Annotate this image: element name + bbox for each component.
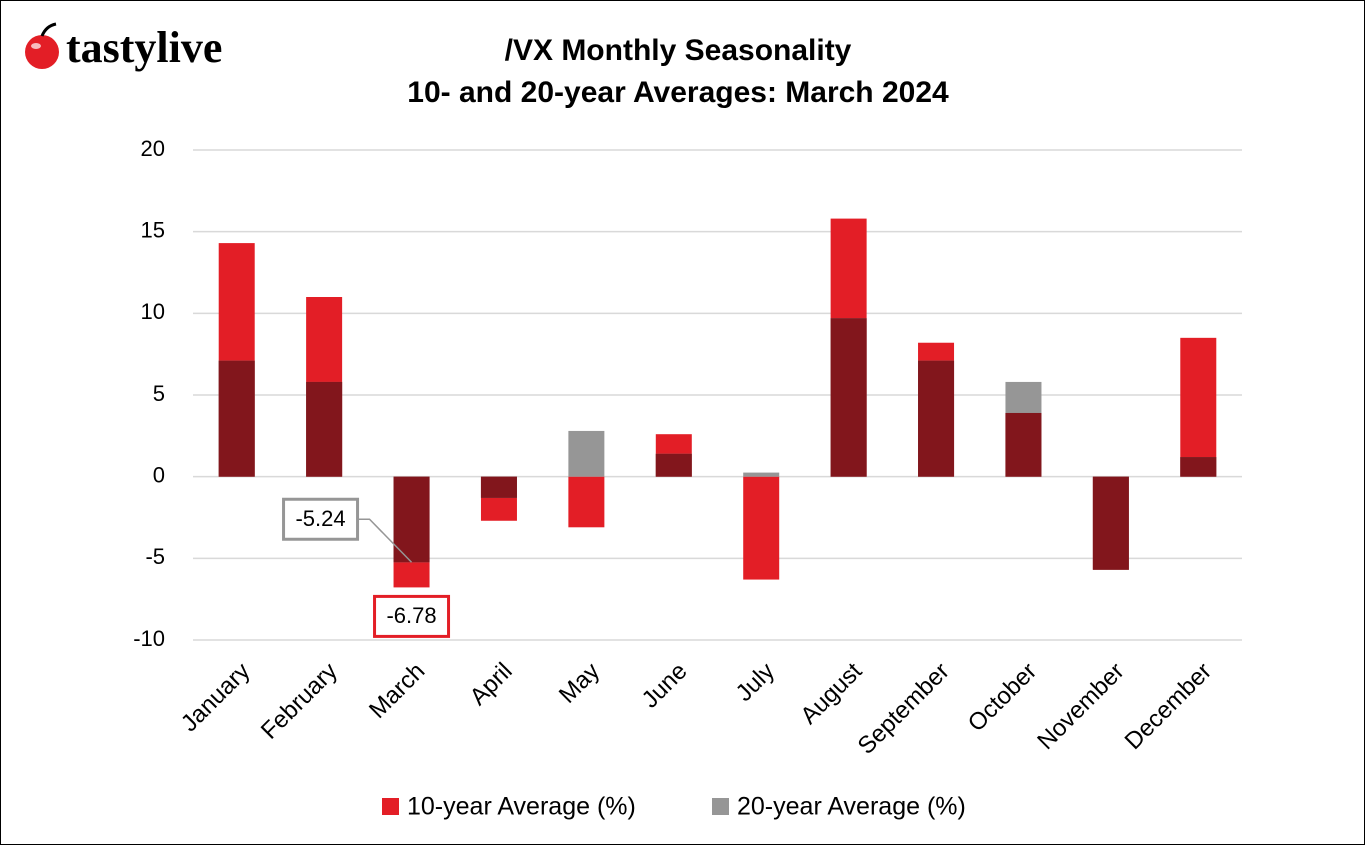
value-label-box bbox=[373, 594, 451, 638]
value-label: -6.78 bbox=[386, 603, 436, 628]
y-tick-label: 15 bbox=[141, 217, 165, 242]
bar-overlap bbox=[918, 360, 955, 477]
legend-swatch bbox=[712, 798, 729, 815]
callout-line bbox=[357, 518, 413, 563]
bar-10yr bbox=[568, 476, 605, 528]
bar-overlap bbox=[306, 381, 343, 477]
y-tick-label: -5 bbox=[145, 544, 165, 569]
legend-swatch bbox=[382, 798, 399, 815]
legend-label: 20-year Average (%) bbox=[737, 793, 966, 821]
bar-10yr bbox=[1180, 337, 1217, 477]
bar-overlap bbox=[830, 318, 867, 477]
legend-label: 10-year Average (%) bbox=[407, 793, 636, 821]
bar-20yr bbox=[568, 430, 605, 477]
y-tick-label: 0 bbox=[153, 462, 165, 487]
chart-title: /VX Monthly Seasonality bbox=[505, 34, 852, 67]
y-tick-label: -10 bbox=[133, 626, 165, 651]
y-tick-label: 20 bbox=[141, 136, 165, 161]
value-label-box bbox=[282, 497, 360, 541]
bar-10yr bbox=[743, 476, 780, 580]
bar-20yr bbox=[743, 472, 780, 477]
bar-overlap bbox=[393, 476, 430, 563]
logo-mark bbox=[25, 22, 59, 69]
bar-overlap bbox=[1005, 412, 1042, 477]
bar-overlap bbox=[1180, 457, 1217, 477]
y-tick-label: 5 bbox=[153, 381, 165, 406]
bar-overlap bbox=[218, 360, 255, 477]
chart-subtitle: 10- and 20-year Averages: March 2024 bbox=[407, 76, 949, 109]
logo: tastylive bbox=[66, 23, 222, 72]
y-tick-label: 10 bbox=[141, 299, 165, 324]
value-label: -5.24 bbox=[295, 506, 345, 531]
bar-overlap bbox=[655, 453, 692, 477]
bar-overlap bbox=[1092, 476, 1129, 570]
bar-overlap bbox=[480, 476, 517, 498]
